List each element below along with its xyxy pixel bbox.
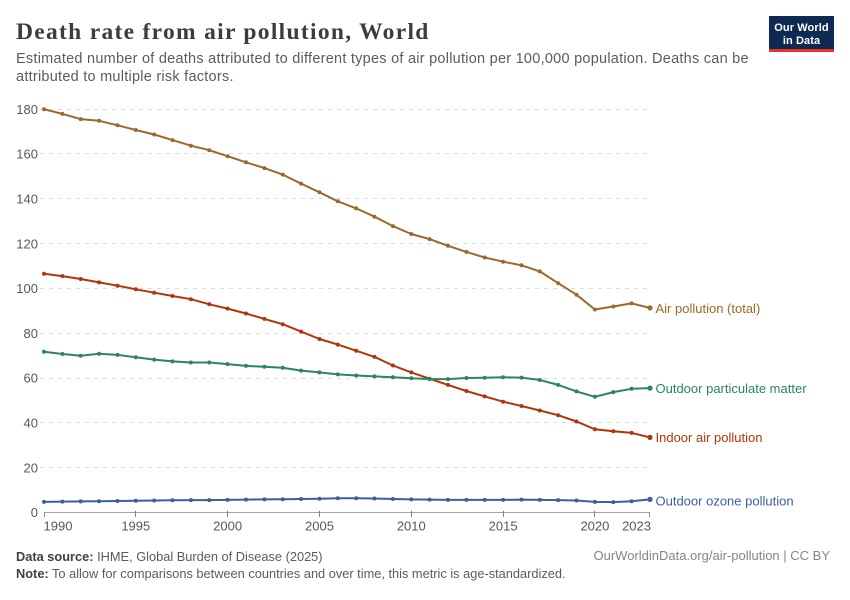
svg-text:Outdoor ozone pollution: Outdoor ozone pollution bbox=[656, 493, 794, 508]
svg-text:Outdoor particulate matter: Outdoor particulate matter bbox=[656, 381, 808, 396]
svg-text:180: 180 bbox=[16, 102, 38, 117]
svg-text:Air pollution (total): Air pollution (total) bbox=[656, 301, 761, 316]
svg-text:60: 60 bbox=[24, 371, 38, 386]
svg-text:2023: 2023 bbox=[622, 519, 651, 534]
svg-text:40: 40 bbox=[24, 416, 38, 431]
svg-text:2020: 2020 bbox=[580, 519, 609, 534]
svg-text:160: 160 bbox=[16, 147, 38, 162]
svg-text:1990: 1990 bbox=[44, 519, 73, 534]
svg-text:2000: 2000 bbox=[213, 519, 242, 534]
svg-text:120: 120 bbox=[16, 236, 38, 251]
svg-text:80: 80 bbox=[24, 326, 38, 341]
svg-text:100: 100 bbox=[16, 281, 38, 296]
svg-text:140: 140 bbox=[16, 192, 38, 207]
svg-text:2005: 2005 bbox=[305, 519, 334, 534]
svg-text:1995: 1995 bbox=[121, 519, 150, 534]
svg-text:2010: 2010 bbox=[397, 519, 426, 534]
svg-text:2015: 2015 bbox=[489, 519, 518, 534]
svg-text:Indoor air pollution: Indoor air pollution bbox=[656, 430, 763, 445]
svg-text:0: 0 bbox=[31, 505, 38, 520]
svg-text:20: 20 bbox=[24, 460, 38, 475]
